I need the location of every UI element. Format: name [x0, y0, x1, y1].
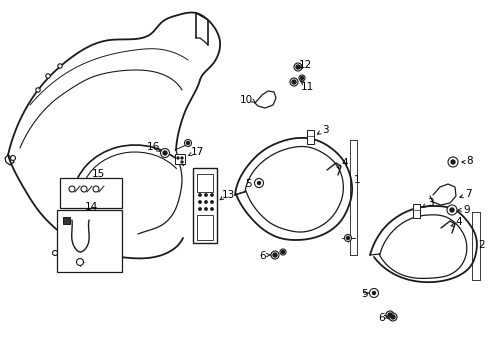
Circle shape — [204, 194, 207, 196]
Text: 2: 2 — [477, 240, 484, 250]
Circle shape — [449, 208, 453, 212]
Text: 8: 8 — [466, 156, 472, 166]
Text: 1: 1 — [353, 175, 360, 185]
Text: 6: 6 — [378, 313, 385, 323]
Circle shape — [210, 208, 213, 210]
Circle shape — [450, 160, 454, 164]
Text: 13: 13 — [221, 190, 234, 200]
Bar — [412, 204, 419, 218]
Bar — [175, 154, 184, 164]
Circle shape — [372, 292, 375, 294]
Circle shape — [204, 208, 207, 210]
Bar — [63, 217, 70, 224]
Text: 7: 7 — [464, 189, 470, 199]
Circle shape — [46, 74, 50, 78]
Circle shape — [281, 251, 284, 253]
Circle shape — [181, 161, 183, 163]
Circle shape — [385, 311, 393, 319]
Circle shape — [93, 186, 99, 192]
Circle shape — [10, 156, 16, 161]
Circle shape — [270, 251, 279, 259]
Circle shape — [199, 194, 201, 196]
Text: 14: 14 — [84, 202, 98, 212]
Circle shape — [291, 80, 295, 84]
Text: 10: 10 — [239, 95, 252, 105]
Bar — [57, 210, 122, 272]
Text: 3: 3 — [321, 125, 327, 135]
Circle shape — [369, 288, 378, 297]
Circle shape — [69, 186, 75, 192]
Circle shape — [346, 237, 349, 239]
Circle shape — [210, 201, 213, 203]
Text: 3: 3 — [426, 198, 432, 208]
Bar — [60, 178, 122, 208]
Bar — [197, 215, 213, 240]
Circle shape — [58, 64, 62, 68]
Circle shape — [446, 205, 456, 215]
Circle shape — [199, 208, 201, 210]
Circle shape — [388, 313, 396, 321]
Circle shape — [163, 151, 167, 155]
Circle shape — [181, 157, 183, 159]
Circle shape — [52, 251, 58, 256]
Circle shape — [36, 88, 40, 92]
Circle shape — [298, 75, 305, 81]
Circle shape — [81, 186, 87, 192]
Circle shape — [199, 201, 201, 203]
Text: 17: 17 — [190, 147, 203, 157]
Text: 9: 9 — [463, 205, 469, 215]
Text: 4: 4 — [455, 217, 461, 227]
Text: 5: 5 — [360, 289, 366, 299]
Circle shape — [289, 78, 297, 86]
Circle shape — [254, 179, 263, 188]
Circle shape — [160, 148, 169, 158]
Text: 5: 5 — [245, 179, 252, 189]
Text: 16: 16 — [146, 142, 159, 152]
Circle shape — [186, 141, 189, 144]
Circle shape — [344, 234, 351, 242]
Circle shape — [257, 181, 260, 184]
Text: 12: 12 — [298, 60, 311, 70]
Text: 6: 6 — [259, 251, 266, 261]
Circle shape — [447, 157, 457, 167]
Circle shape — [295, 65, 299, 69]
Bar — [197, 174, 213, 192]
Text: 15: 15 — [91, 169, 104, 179]
Bar — [306, 130, 313, 144]
Circle shape — [387, 313, 391, 317]
Circle shape — [210, 194, 213, 196]
Circle shape — [184, 139, 191, 147]
Circle shape — [280, 249, 285, 255]
Bar — [193, 168, 217, 243]
Circle shape — [293, 63, 302, 71]
Circle shape — [177, 157, 179, 159]
Circle shape — [76, 258, 83, 266]
Circle shape — [272, 253, 276, 257]
Text: 11: 11 — [300, 82, 313, 92]
Circle shape — [390, 315, 394, 319]
Circle shape — [300, 77, 303, 80]
Circle shape — [204, 201, 207, 203]
Text: 4: 4 — [341, 158, 347, 168]
